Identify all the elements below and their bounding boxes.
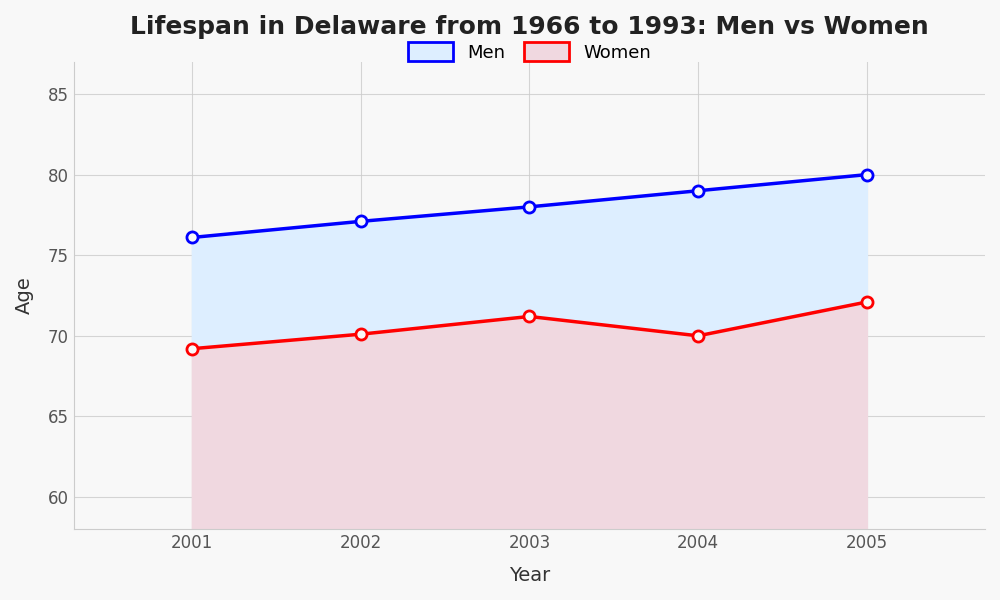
Title: Lifespan in Delaware from 1966 to 1993: Men vs Women: Lifespan in Delaware from 1966 to 1993: … (130, 15, 929, 39)
Legend: Men, Women: Men, Women (399, 34, 660, 71)
Y-axis label: Age: Age (15, 277, 34, 314)
X-axis label: Year: Year (509, 566, 550, 585)
